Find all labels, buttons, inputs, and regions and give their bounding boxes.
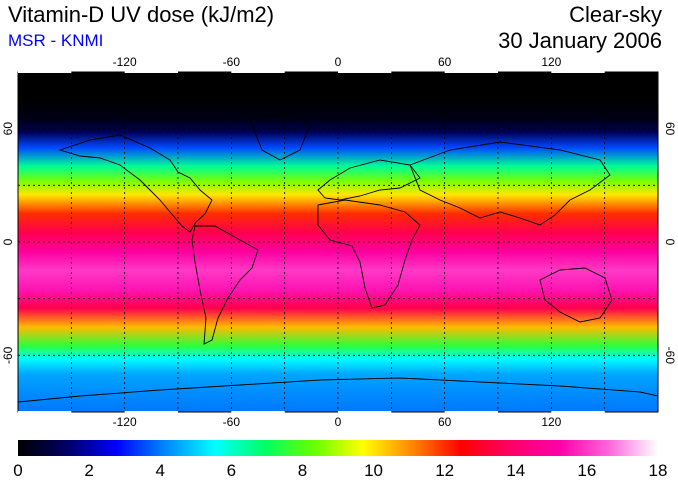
lat-tick-label-left: 60	[1, 122, 15, 136]
frame-bar-segment	[231, 70, 285, 73]
coastlines	[18, 111, 658, 403]
colorbar-tick-label: 16	[577, 461, 596, 480]
frame-bar-segment	[124, 411, 178, 414]
greenland-outline	[249, 111, 311, 161]
lon-tick-label-bottom: 120	[541, 415, 561, 429]
frame-bar-segment	[444, 70, 498, 73]
colorbar-labels: 0 2 4 6 8 10 12 14 16 18	[13, 461, 667, 480]
australia-outline	[539, 267, 613, 323]
frame-bar-segment	[338, 411, 392, 414]
lon-tick-label-bottom: 60	[438, 415, 452, 429]
frame-bar-segment	[124, 70, 178, 73]
lat-tick-label-left: -60	[1, 346, 15, 364]
sky-condition-label: Clear-sky	[569, 2, 662, 27]
colorbar-tick-label: 6	[227, 461, 236, 480]
lon-tick-label-top: 0	[335, 55, 342, 69]
europe-outline	[317, 159, 421, 201]
africa-outline	[317, 199, 421, 309]
colorbar	[18, 440, 658, 456]
lat-tick-label-left: 0	[1, 238, 15, 245]
lat-tick-label-right: 0	[663, 239, 677, 246]
lat-tick-label-right: -60	[663, 347, 677, 365]
lat-tick-label-right: 60	[663, 122, 677, 136]
lon-labels-top: -120 -60 0 60 120	[113, 55, 562, 69]
lon-tick-label-bottom: -60	[223, 415, 241, 429]
antarctica-outline	[18, 377, 658, 403]
lat-labels-right: 60 0 -60	[663, 122, 677, 364]
date-label: 30 January 2006	[498, 28, 662, 53]
lat-labels-left: 60 0 -60	[1, 122, 15, 364]
south-america-outline	[191, 225, 259, 345]
colorbar-tick-label: 14	[506, 461, 525, 480]
frame-bar-segment	[18, 411, 72, 414]
source-label: MSR - KNMI	[8, 31, 104, 50]
asia-outline	[409, 141, 611, 226]
colorbar-tick-label: 8	[298, 461, 307, 480]
frame-bar-segment	[551, 70, 605, 73]
frame-bars	[18, 70, 605, 414]
lon-tick-label-top: 60	[438, 55, 452, 69]
colorbar-tick-label: 10	[364, 461, 383, 480]
colorbar-tick-label: 2	[84, 461, 93, 480]
lon-labels-bottom: -120 -60 0 60 120	[113, 415, 562, 429]
frame-bar-segment	[18, 70, 72, 73]
colorbar-tick-label: 12	[435, 461, 454, 480]
lon-tick-label-bottom: -120	[113, 415, 137, 429]
north-america-outline	[58, 134, 213, 233]
lon-tick-label-bottom: 0	[335, 415, 342, 429]
frame-bar-segment	[551, 411, 605, 414]
colorbar-tick-label: 4	[155, 461, 164, 480]
lon-tick-label-top: -60	[223, 55, 241, 69]
map-title: Vitamin-D UV dose (kJ/m2)	[8, 2, 275, 27]
colorbar-tick-label: 18	[649, 461, 668, 480]
lon-tick-label-top: -120	[113, 55, 137, 69]
frame-bar-segment	[338, 70, 392, 73]
lon-tick-label-top: 120	[541, 55, 561, 69]
colorbar-tick-label: 0	[13, 461, 22, 480]
gridlines	[18, 72, 658, 412]
frame-bar-segment	[444, 411, 498, 414]
frame-bar-segment	[231, 411, 285, 414]
